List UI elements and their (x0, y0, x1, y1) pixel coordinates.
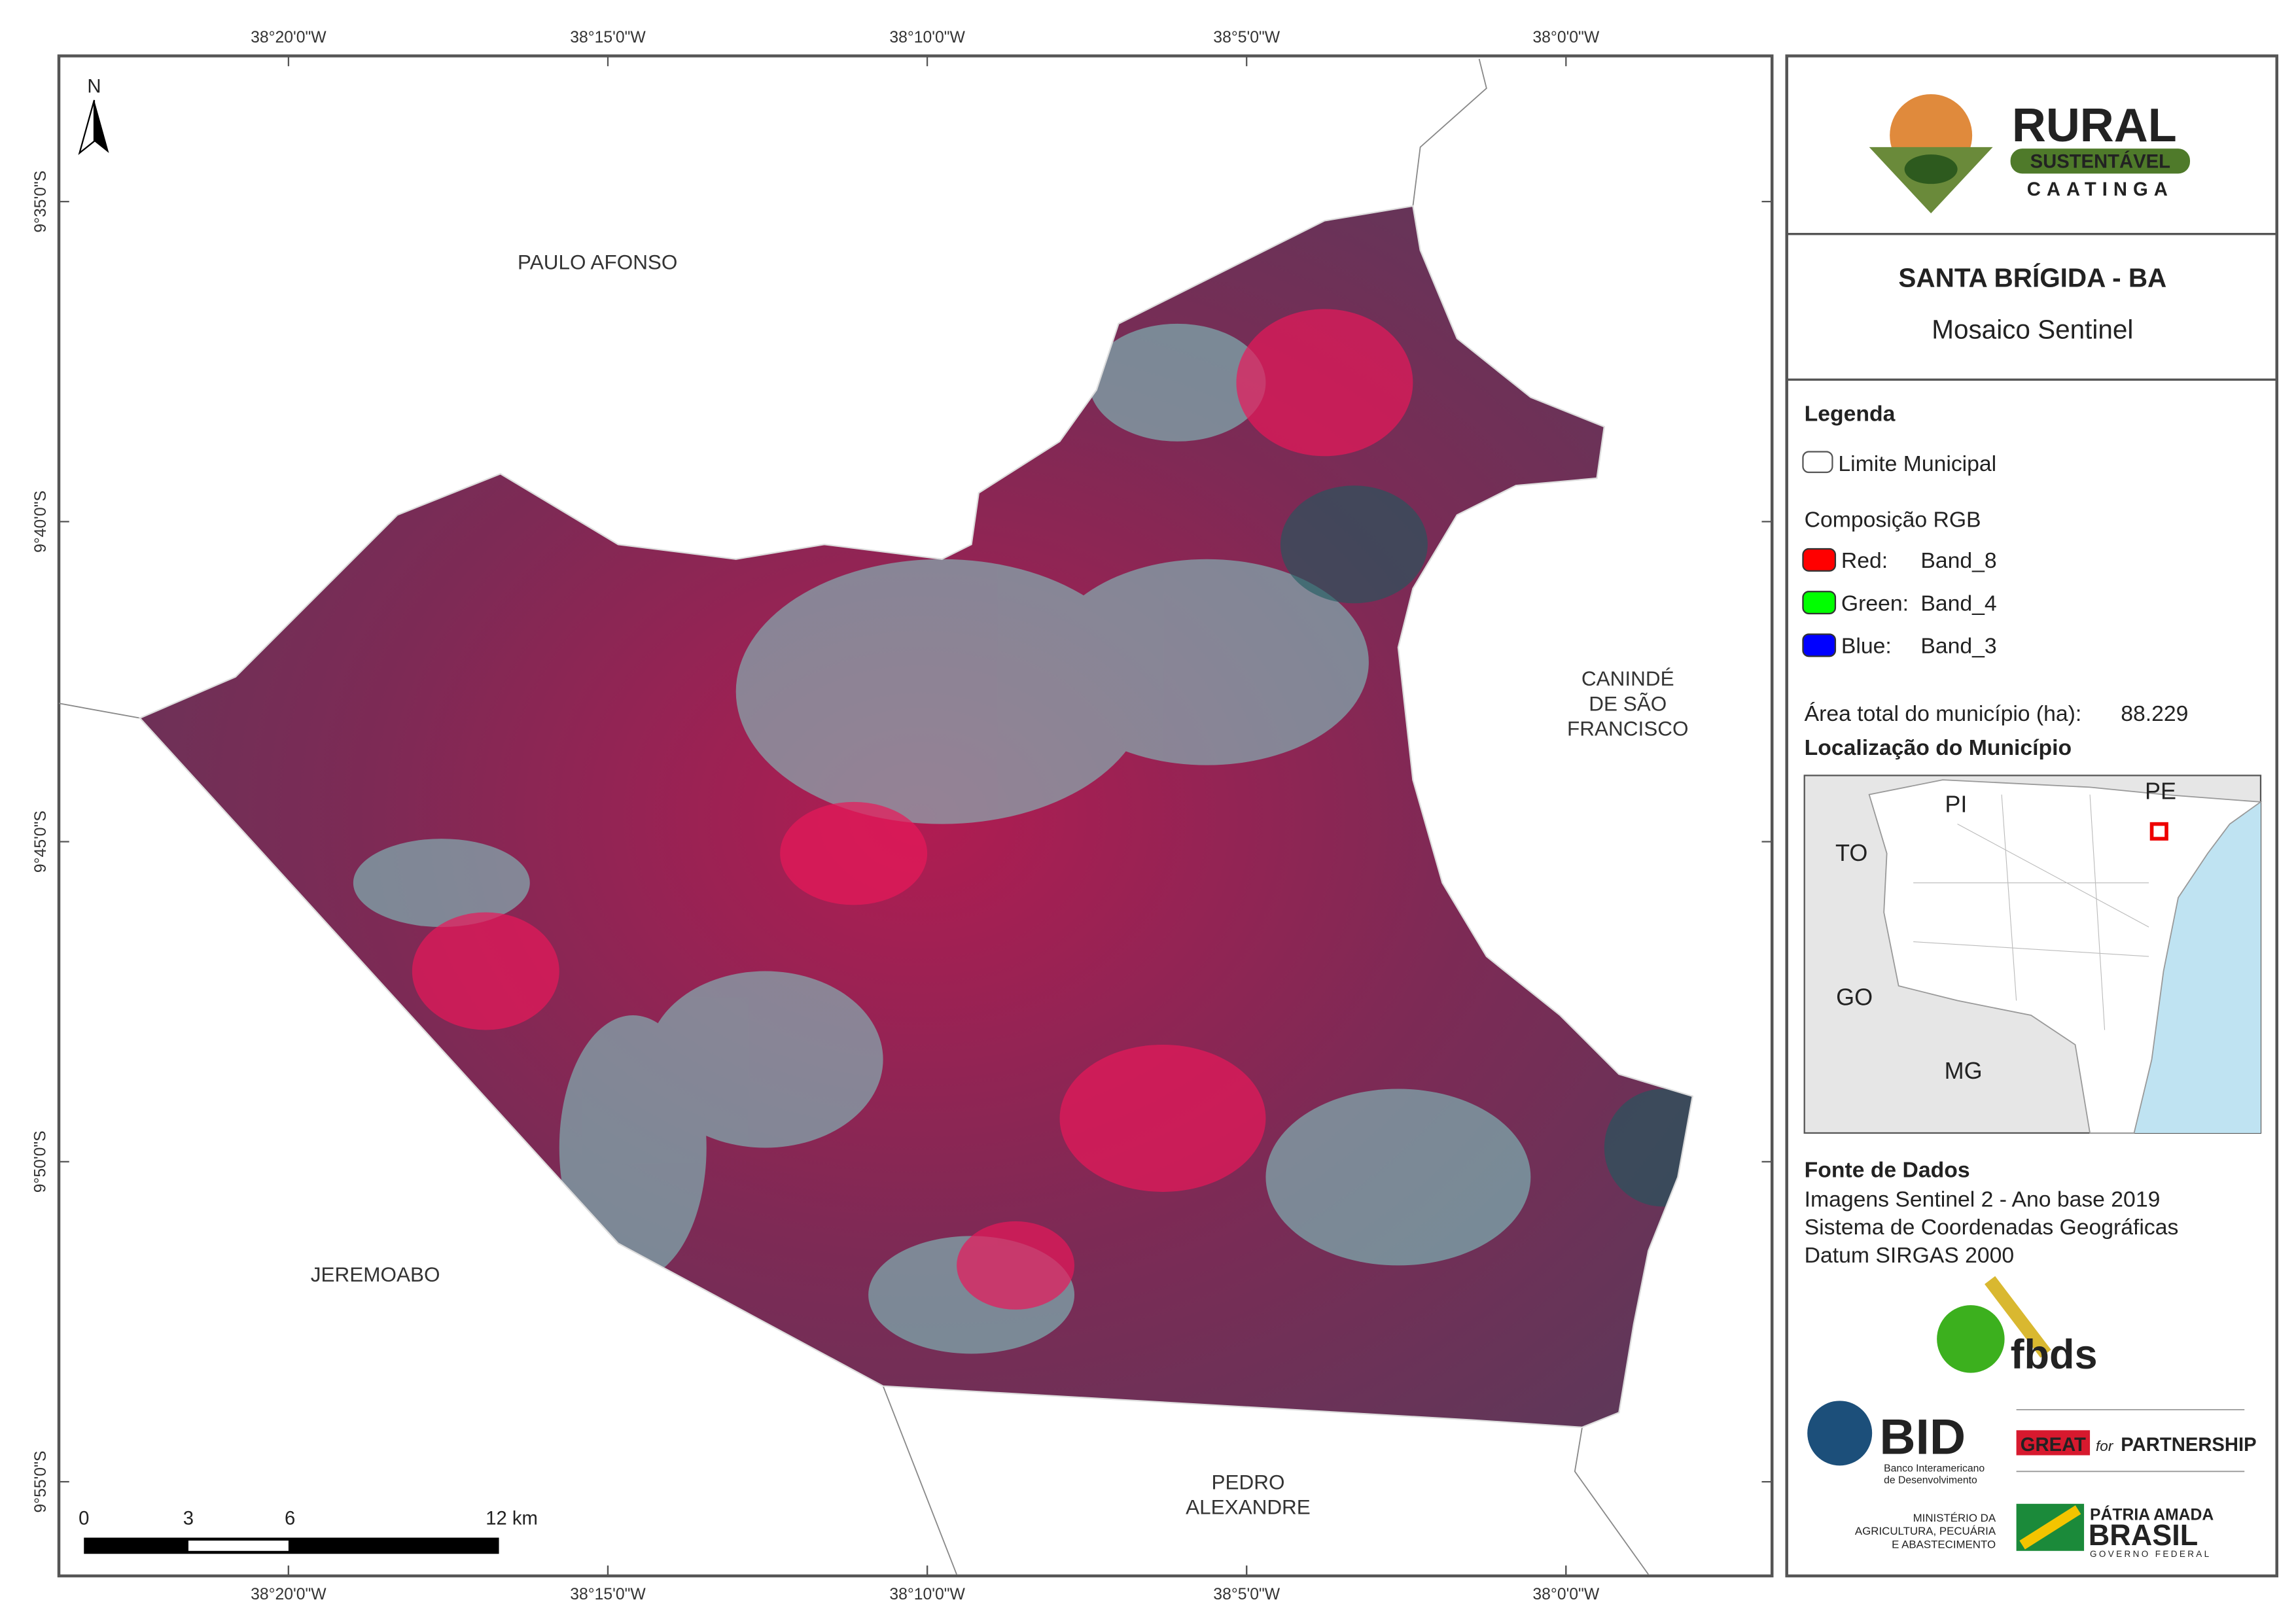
band-channel: Green: (1841, 591, 1909, 616)
place-label: JEREMOABO (311, 1263, 440, 1286)
lat-tick-label: 9°55'0"S (32, 1451, 50, 1513)
governo: GOVERNO FEDERAL (2090, 1549, 2211, 1559)
inset-label: PI (1945, 791, 1967, 818)
brasil-logo: PÁTRIA AMADA BRASIL GOVERNO FEDERAL (2016, 1503, 2214, 1559)
fbds-logo: fbds (1937, 1276, 2098, 1378)
lon-tick-label: 38°10'0"W (889, 1586, 965, 1603)
scale-label: 12 km (486, 1508, 538, 1529)
inset-label: GO (1836, 983, 1873, 1010)
inset-label: PE (2145, 777, 2176, 804)
great-for: for (2096, 1438, 2114, 1454)
scale-label: 0 (79, 1508, 89, 1529)
place-label: ALEXANDRE (1186, 1495, 1311, 1519)
source-line: Sistema de Coordenadas Geográficas (1805, 1215, 2179, 1240)
source-line: Imagens Sentinel 2 - Ano base 2019 (1805, 1187, 2161, 1212)
north-label: N (87, 77, 101, 97)
location-inset: PI PE TO GO MG (1803, 775, 2263, 1134)
ministry: AGRICULTURA, PECUÁRIA (1855, 1525, 1996, 1537)
lat-tick-label: 9°45'0"S (32, 811, 50, 873)
scale-bar: 0 3 6 12 km (79, 1508, 538, 1554)
ministry: E ABASTECIMENTO (1892, 1538, 1996, 1550)
legend-subtitle: Composição RGB (1805, 507, 1981, 532)
bid-full: Banco Interamericano (1884, 1463, 1985, 1474)
great-logo: GREAT for PARTNERSHIP (2016, 1408, 2257, 1473)
area-label: Área total do município (ha): (1805, 701, 2082, 726)
lon-tick-label: 38°0'0"W (1532, 1586, 1599, 1603)
band-channel: Blue: (1841, 634, 1892, 659)
patria: PÁTRIA AMADA (2090, 1506, 2214, 1524)
title: SANTA BRÍGIDA - BA (1898, 263, 2166, 293)
bid-full: de Desenvolvimento (1884, 1475, 1977, 1486)
inset-label: MG (1945, 1057, 1983, 1084)
lon-tick-label: 38°0'0"W (1532, 29, 1599, 46)
lon-tick-label: 38°20'0"W (251, 1586, 327, 1603)
scale-label: 6 (285, 1508, 295, 1529)
area-value: 88.229 (2121, 701, 2188, 726)
neighbor-boundaries (58, 58, 1650, 1575)
lon-tick-label: 38°20'0"W (251, 29, 327, 46)
lon-tick-label: 38°5'0"W (1213, 1586, 1280, 1603)
lon-tick-label: 38°15'0"W (570, 29, 646, 46)
band-channel: Red: (1841, 548, 1888, 573)
logo-name: RURAL (2012, 99, 2177, 152)
place-label: CANINDÉ (1581, 667, 1674, 690)
north-arrow (78, 99, 96, 155)
place-label: PAULO AFONSO (518, 251, 677, 274)
lon-tick-label: 38°10'0"W (889, 29, 965, 46)
sources-title: Fonte de Dados (1805, 1157, 1970, 1182)
lat-tick-label: 9°35'0"S (32, 171, 50, 233)
ministry: MINISTÉRIO DA (1913, 1512, 1996, 1524)
bid-text: BID (1879, 1409, 1966, 1465)
place-label: DE SÃO (1589, 691, 1667, 715)
source-line: Datum SIRGAS 2000 (1805, 1243, 2014, 1268)
place-label: PEDRO (1211, 1470, 1284, 1493)
lat-tick-label: 9°40'0"S (32, 491, 50, 553)
band-swatch (1802, 633, 1837, 657)
location-title: Localização do Município (1805, 735, 2072, 760)
band-swatch (1802, 548, 1837, 572)
fbds-text: fbds (2011, 1332, 2098, 1378)
legend-entry: Limite Municipal (1838, 451, 1996, 476)
band-name: Band_3 (1920, 634, 1996, 659)
great-text: GREAT (2021, 1435, 2086, 1456)
brasil: BRASIL (2089, 1518, 2198, 1552)
great-partnership: PARTNERSHIP (2121, 1435, 2256, 1456)
north-arrow (94, 99, 109, 153)
band-swatch (1802, 591, 1837, 615)
scale-label: 3 (183, 1508, 194, 1529)
legend-title: Legenda (1805, 401, 1896, 426)
subtitle: Mosaico Sentinel (1932, 314, 2133, 344)
inset-label: TO (1835, 839, 1867, 866)
band-name: Band_4 (1920, 591, 1996, 616)
logo-band: SUSTENTÁVEL (2030, 150, 2170, 172)
bid-logo: BID Banco Interamericano de Desenvolvime… (1807, 1401, 1985, 1486)
lon-tick-label: 38°15'0"W (570, 1586, 646, 1603)
municipal-boundary (138, 205, 1694, 1428)
lat-tick-label: 9°50'0"S (32, 1130, 50, 1193)
rural-logo: RURAL SUSTENTÁVEL CAATINGA (1869, 94, 2191, 214)
band-name: Band_8 (1920, 548, 1996, 573)
boundary-swatch (1802, 451, 1833, 474)
logo-region: CAATINGA (2027, 179, 2174, 200)
lon-tick-label: 38°5'0"W (1213, 29, 1280, 46)
place-label: FRANCISCO (1567, 717, 1688, 741)
